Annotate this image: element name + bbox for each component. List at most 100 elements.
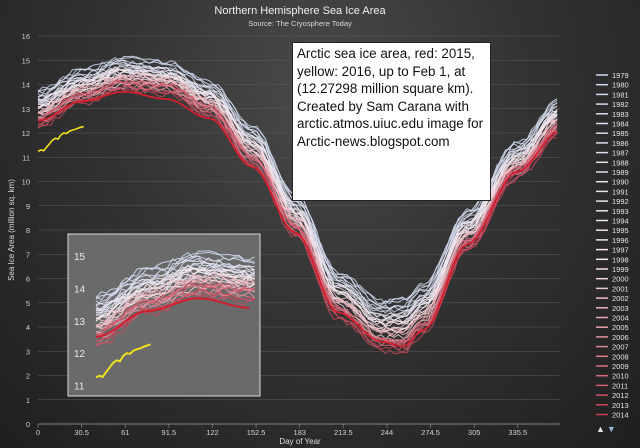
series-line-1999	[37, 76, 558, 334]
inset-series-line-2012	[95, 282, 255, 336]
inset-series-line-1981	[95, 251, 255, 300]
inset-series-line-2016	[95, 343, 151, 379]
legend-label-2014[interactable]: 2014	[612, 411, 629, 420]
legend-label-1982[interactable]: 1982	[612, 100, 629, 109]
legend-label-2008[interactable]: 2008	[612, 352, 629, 361]
legend-label-1990[interactable]: 1990	[612, 178, 629, 187]
series-line-2016	[37, 125, 84, 152]
legend-label-2012[interactable]: 2012	[612, 391, 629, 400]
inset-series-line-2009	[95, 284, 255, 336]
legend-label-1994[interactable]: 1994	[612, 217, 629, 226]
inset-series-line-2015	[95, 297, 250, 338]
legend-up-arrow-icon[interactable]: ▲	[596, 424, 605, 434]
legend-label-2004[interactable]: 2004	[612, 314, 629, 323]
legend-label-2003[interactable]: 2003	[612, 304, 629, 313]
y-tick-label: 3	[26, 347, 30, 356]
inset-y-tick-label: 12	[74, 349, 86, 360]
legend-label-1983[interactable]: 1983	[612, 110, 629, 119]
legend-label-1985[interactable]: 1985	[612, 129, 629, 138]
inset-zoom: 11 12 13 14 15	[67, 233, 261, 397]
series-line-2014	[37, 84, 558, 354]
x-tick-label: 91.5	[162, 428, 177, 437]
legend-label-1998[interactable]: 1998	[612, 255, 629, 264]
legend-label-1996[interactable]: 1996	[612, 236, 629, 245]
legend-label-1979[interactable]: 1979	[612, 71, 629, 80]
legend-label-2006[interactable]: 2006	[612, 333, 629, 342]
inset-y-tick-label: 11	[74, 382, 85, 393]
inset-series-line-1992	[95, 262, 255, 311]
series-line-2004	[37, 74, 558, 336]
inset-series-line-1984	[95, 257, 255, 307]
legend-label-1987[interactable]: 1987	[612, 149, 629, 158]
inset-series-line-1982	[95, 255, 255, 301]
x-tick-label: 213.5	[334, 428, 353, 437]
legend-label-1984[interactable]: 1984	[612, 120, 629, 129]
legend-label-2000[interactable]: 2000	[612, 275, 629, 284]
inset-y-tick-label: 15	[74, 252, 86, 263]
inset-series-line-1985	[95, 255, 255, 306]
legend-label-2005[interactable]: 2005	[612, 323, 629, 332]
series-line-2015	[37, 90, 558, 348]
inset-series-line-1997	[95, 279, 255, 328]
series-line-1992	[37, 64, 558, 319]
legend-label-2011[interactable]: 2011	[612, 381, 628, 390]
legend-label-2009[interactable]: 2009	[612, 362, 629, 371]
legend-label-2013[interactable]: 2013	[612, 401, 629, 410]
x-axis-label: Day of Year	[279, 437, 321, 446]
y-tick-label: 10	[22, 178, 30, 187]
x-tick-label: 30.5	[74, 428, 89, 437]
legend-label-1993[interactable]: 1993	[612, 207, 629, 216]
y-tick-label: 12	[22, 129, 30, 138]
legend-label-1997[interactable]: 1997	[612, 246, 629, 255]
legend-label-1986[interactable]: 1986	[612, 139, 629, 148]
y-tick-label: 0	[26, 420, 30, 429]
x-tick-label: 152.5	[247, 428, 266, 437]
legend-label-1991[interactable]: 1991	[612, 187, 629, 196]
y-tick-label: 15	[22, 56, 30, 65]
y-axis-label: Sea Ice Area (million sq. km)	[7, 179, 16, 281]
y-tick-label: 13	[22, 105, 30, 114]
inset-y-tick-label: 14	[74, 285, 86, 296]
legend-label-2010[interactable]: 2010	[612, 372, 629, 381]
y-tick-label: 14	[22, 81, 30, 90]
x-tick-label: 335.5	[508, 428, 527, 437]
legend-label-1980[interactable]: 1980	[612, 81, 629, 90]
inset-series-line-2003	[95, 273, 255, 327]
chart-subtitle: Source: The Cryosphere Today	[248, 19, 352, 28]
x-tick-label: 305	[468, 428, 481, 437]
x-tick-label: 244	[381, 428, 394, 437]
y-tick-label: 5	[26, 299, 30, 308]
legend-label-1989[interactable]: 1989	[612, 168, 629, 177]
annotation-box: Arctic sea ice area, red: 2015, yellow: …	[292, 42, 491, 201]
legend[interactable]: 1979198019811982198319841985198619871988…	[596, 71, 629, 420]
y-tick-label: 9	[26, 202, 30, 211]
inset-series-line-1995	[95, 266, 255, 320]
y-tick-label: 16	[22, 32, 30, 41]
x-tick-label: 183	[293, 428, 306, 437]
legend-label-2002[interactable]: 2002	[612, 294, 629, 303]
legend-label-1992[interactable]: 1992	[612, 197, 629, 206]
y-tick-label: 1	[26, 396, 30, 405]
y-tick-label: 6	[26, 275, 30, 284]
x-tick-label: 0	[36, 428, 40, 437]
x-tick-label: 61	[121, 428, 129, 437]
inset-series-line-2004	[95, 275, 255, 327]
series-line-1991	[37, 64, 558, 319]
y-tick-label: 2	[26, 372, 30, 381]
series-line-1984	[37, 61, 558, 310]
legend-label-1995[interactable]: 1995	[612, 226, 629, 235]
series-line-1985	[37, 59, 558, 310]
legend-label-1988[interactable]: 1988	[612, 158, 629, 167]
legend-down-arrow-icon[interactable]: ▼	[606, 424, 616, 434]
series-line-2012	[37, 80, 558, 345]
legend-label-2007[interactable]: 2007	[612, 343, 629, 352]
legend-label-1999[interactable]: 1999	[612, 265, 629, 274]
legend-label-1981[interactable]: 1981	[612, 90, 629, 99]
inset-series	[95, 250, 256, 379]
legend-label-2001[interactable]: 2001	[612, 284, 629, 293]
y-tick-label: 4	[26, 323, 30, 332]
x-tick-label: 122	[206, 428, 219, 437]
chart-title: Northern Hemisphere Sea Ice Area	[214, 5, 386, 17]
